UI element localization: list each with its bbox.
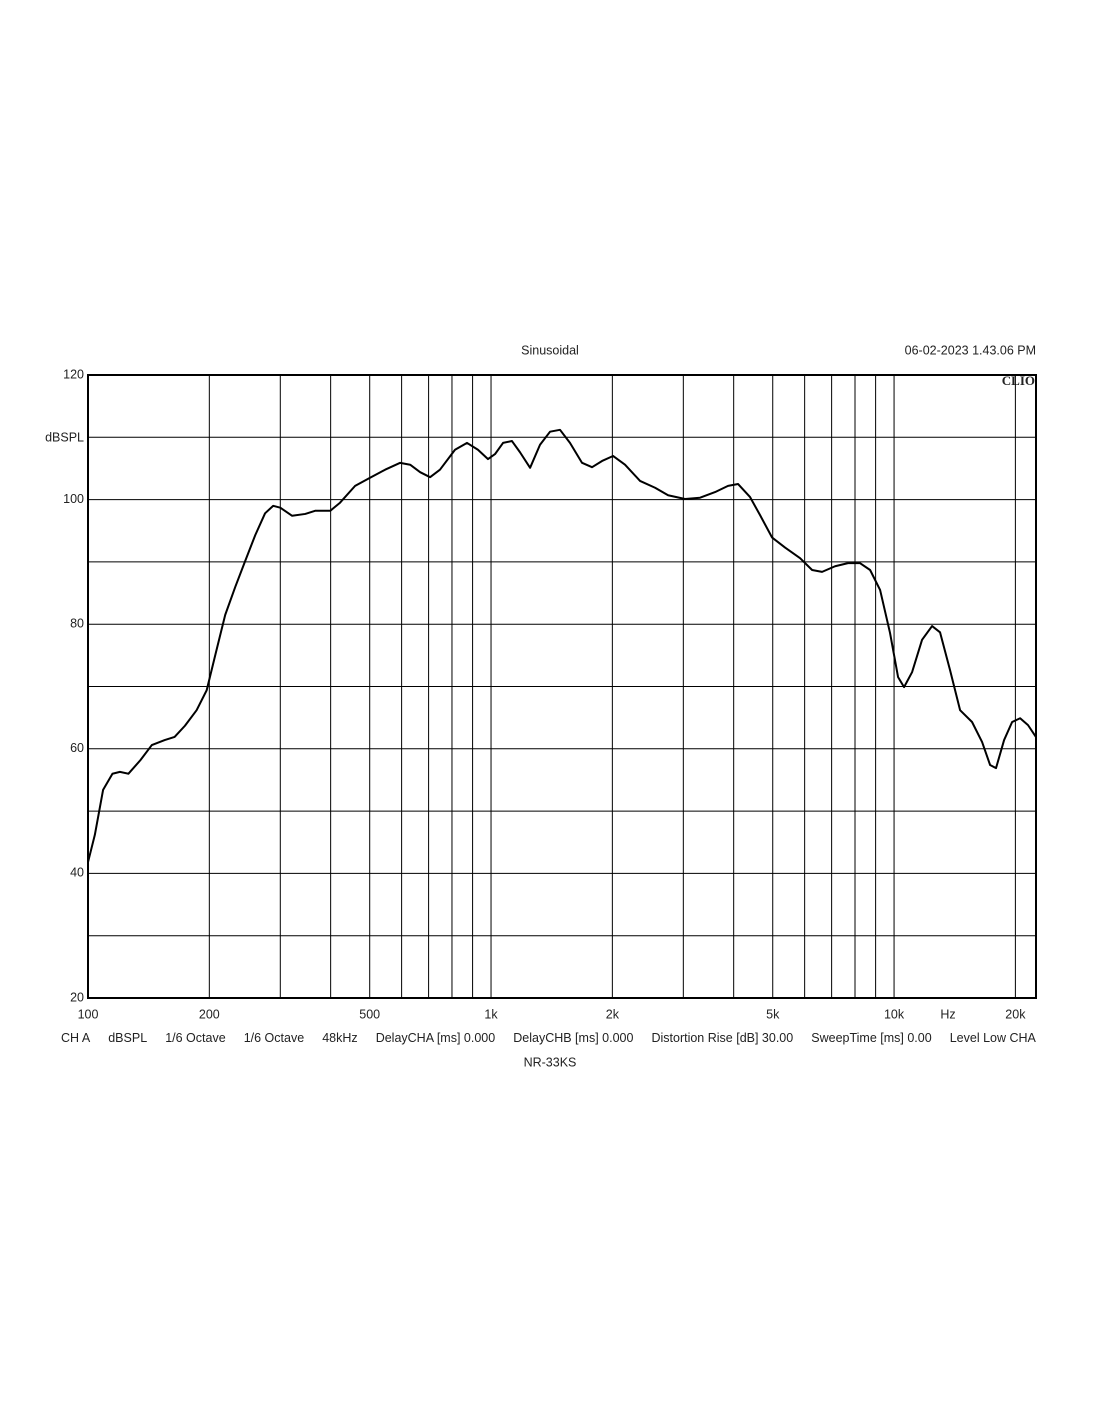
brand: CLIO (1002, 373, 1035, 388)
plot-frame (87, 374, 1037, 999)
x-tick-label: 5k (766, 1007, 780, 1021)
x-tick-label: 200 (199, 1007, 220, 1021)
x-axis-label: Hz (940, 1007, 955, 1021)
response-line (87, 428, 1037, 863)
x-tick-label: 10k (884, 1007, 905, 1021)
info-item: CH A (61, 1031, 91, 1045)
x-tick-label: 20k (1005, 1007, 1026, 1021)
info-item: dBSPL (108, 1031, 148, 1045)
info-bar: CH A dBSPL 1/6 Octave 1/6 Octave 48kHz DelayC… (61, 1031, 1036, 1045)
y-axis-label: dBSPL (45, 430, 84, 444)
info-item: 1/6 Octave (165, 1031, 226, 1045)
info-item: Distortion Rise [dB] 30.00 (651, 1031, 794, 1045)
x-tick-label: 500 (359, 1007, 380, 1021)
info-item: Level Low CHA (949, 1031, 1036, 1045)
y-tick-label: 120 (63, 367, 84, 381)
info-item: DelayCHB [ms] 0.000 (513, 1031, 634, 1045)
x-tick-label: 100 (78, 1007, 99, 1021)
x-tick-label: 1k (484, 1007, 498, 1021)
timestamp: 06-02-2023 1.43.06 PM (905, 343, 1036, 357)
y-tick-label: 80 (70, 616, 84, 630)
y-tick-label: 40 (70, 866, 84, 880)
chart-title: Sinusoidal (521, 343, 579, 357)
x-tick-label: 2k (606, 1007, 620, 1021)
y-tick-label: 100 (63, 492, 84, 506)
info-item: DelayCHA [ms] 0.000 (375, 1031, 496, 1045)
y-tick-label: 20 (70, 990, 84, 1004)
footer: NR-33KS (524, 1055, 577, 1069)
info-item: SweepTime [ms] 0.00 (811, 1031, 932, 1045)
y-tick-label: 60 (70, 741, 84, 755)
info-item: 1/6 Octave (243, 1031, 305, 1045)
info-item: 48kHz (322, 1031, 358, 1045)
